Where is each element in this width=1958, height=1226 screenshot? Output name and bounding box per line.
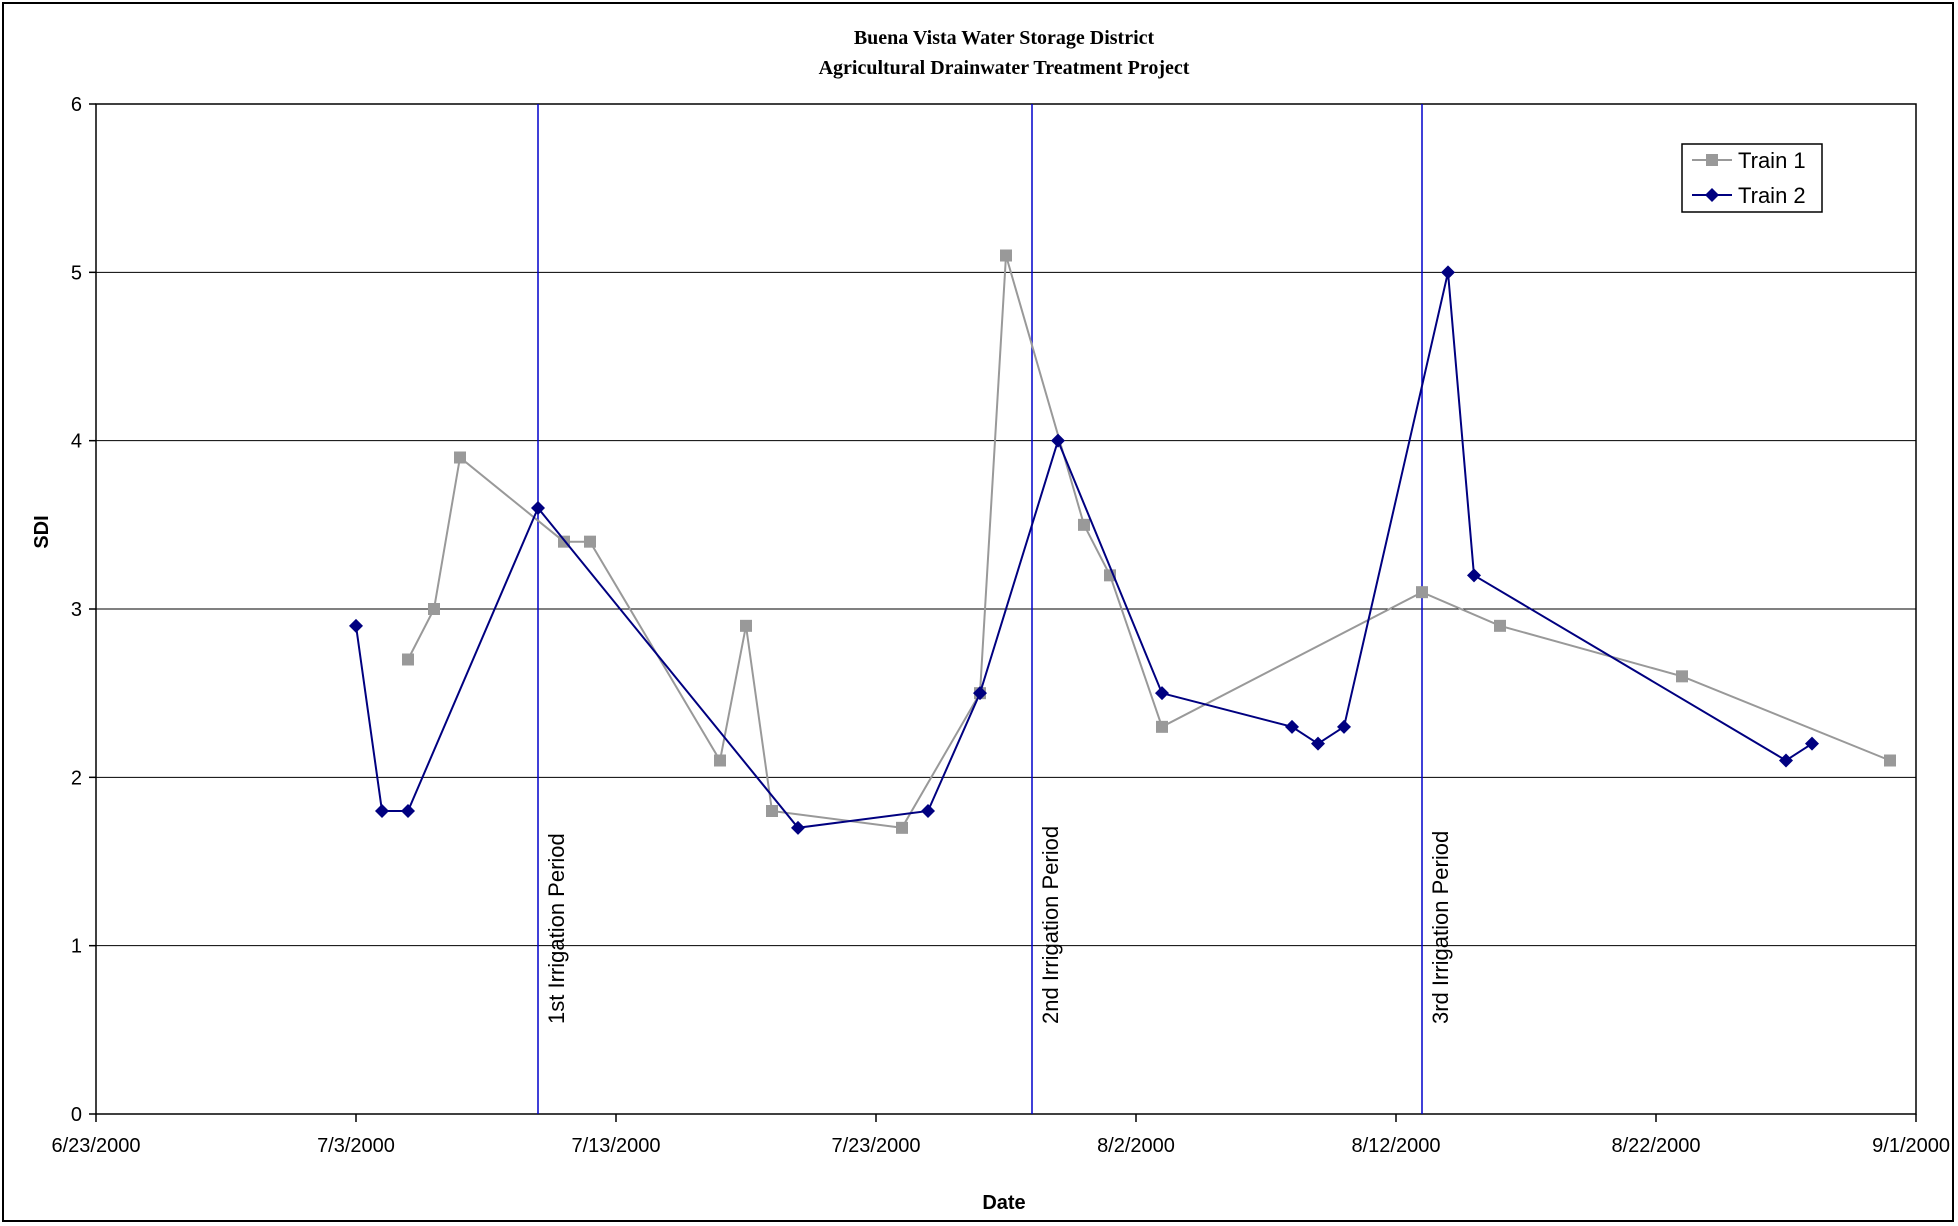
legend: Train 1 Train 2 bbox=[1681, 143, 1823, 213]
legend-train1-marker bbox=[1706, 154, 1718, 166]
data-point-square bbox=[1078, 518, 1090, 531]
legend-train1-label: Train 1 bbox=[1738, 148, 1806, 173]
data-point-square bbox=[402, 653, 414, 666]
data-point-diamond bbox=[1467, 568, 1481, 583]
data-point-square bbox=[766, 805, 778, 817]
x-tick-label: 6/23/2000 bbox=[52, 1135, 141, 1157]
y-tick-label: 6 bbox=[71, 94, 82, 116]
data-point-square bbox=[1494, 619, 1506, 632]
x-tick-label: 8/12/2000 bbox=[1352, 1135, 1441, 1157]
y-tick-label: 5 bbox=[71, 262, 82, 284]
data-point-diamond bbox=[1311, 736, 1325, 751]
irrigation-period-lines: 1st Irrigation Period 2nd Irrigation Peri… bbox=[537, 104, 1453, 1114]
legend-train2-label: Train 2 bbox=[1738, 183, 1806, 208]
data-point-diamond bbox=[1051, 433, 1065, 448]
x-tick-label: 7/3/2000 bbox=[317, 1135, 395, 1157]
x-tick-label: 8/2/2000 bbox=[1097, 1135, 1175, 1157]
data-point-diamond bbox=[973, 686, 987, 701]
data-point-square bbox=[1000, 249, 1012, 262]
data-point-diamond bbox=[531, 501, 545, 515]
y-tick-label: 0 bbox=[71, 1104, 82, 1126]
data-point-diamond bbox=[349, 618, 363, 633]
irrigation-period-label: 3rd Irrigation Period bbox=[1428, 831, 1453, 1024]
legend-box bbox=[1681, 143, 1823, 213]
data-point-diamond bbox=[1337, 719, 1351, 734]
series-line bbox=[355, 272, 1813, 829]
data-point-diamond bbox=[1779, 753, 1793, 768]
chart-canvas: Buena Vista Water Storage District Agric… bbox=[31, 27, 1950, 1214]
data-point-diamond bbox=[1155, 686, 1169, 701]
y-axis-title: SDI bbox=[31, 515, 53, 548]
data-point-square bbox=[740, 619, 752, 632]
data-point-square bbox=[1416, 586, 1428, 599]
irrigation-period-label: 1st Irrigation Period bbox=[544, 833, 569, 1024]
y-tick-label: 2 bbox=[71, 767, 82, 789]
data-point-square bbox=[896, 821, 908, 834]
x-tick-label: 7/23/2000 bbox=[832, 1135, 921, 1157]
series-line bbox=[407, 255, 1891, 829]
x-tick-label: 9/1/2000 bbox=[1872, 1135, 1950, 1157]
chart-title-line2: Agricultural Drainwater Treatment Projec… bbox=[819, 57, 1190, 79]
data-point-square bbox=[1156, 720, 1168, 733]
data-point-square bbox=[714, 754, 726, 767]
data-point-square bbox=[428, 603, 440, 615]
series-train-2 bbox=[349, 265, 1819, 835]
data-point-square bbox=[1676, 670, 1688, 683]
x-tick-label: 8/22/2000 bbox=[1612, 1135, 1701, 1157]
irrigation-period-label: 2nd Irrigation Period bbox=[1038, 826, 1063, 1024]
data-point-diamond bbox=[791, 820, 805, 835]
legend-train2-marker bbox=[1705, 188, 1719, 202]
data-point-diamond bbox=[1805, 736, 1819, 751]
data-point-square bbox=[584, 535, 596, 548]
chart-title-line1: Buena Vista Water Storage District bbox=[854, 27, 1155, 49]
y-tick-label: 3 bbox=[71, 599, 82, 621]
axes: 0 1 2 3 4 5 6 6/23/2000 7/3/2000 7/13/2000 7/23/20… bbox=[52, 94, 1950, 1157]
data-point-diamond bbox=[401, 804, 415, 818]
data-point-diamond bbox=[375, 804, 389, 818]
y-tick-label: 1 bbox=[71, 936, 82, 958]
data-point-diamond bbox=[1285, 719, 1299, 734]
data-point-square bbox=[454, 451, 466, 464]
x-tick-label: 7/13/2000 bbox=[572, 1135, 661, 1157]
series-lines bbox=[349, 249, 1896, 835]
x-axis-title: Date bbox=[982, 1192, 1025, 1214]
y-tick-label: 4 bbox=[71, 431, 82, 453]
data-point-diamond bbox=[1441, 265, 1455, 280]
data-point-diamond bbox=[921, 804, 935, 818]
data-point-square bbox=[1884, 754, 1896, 767]
